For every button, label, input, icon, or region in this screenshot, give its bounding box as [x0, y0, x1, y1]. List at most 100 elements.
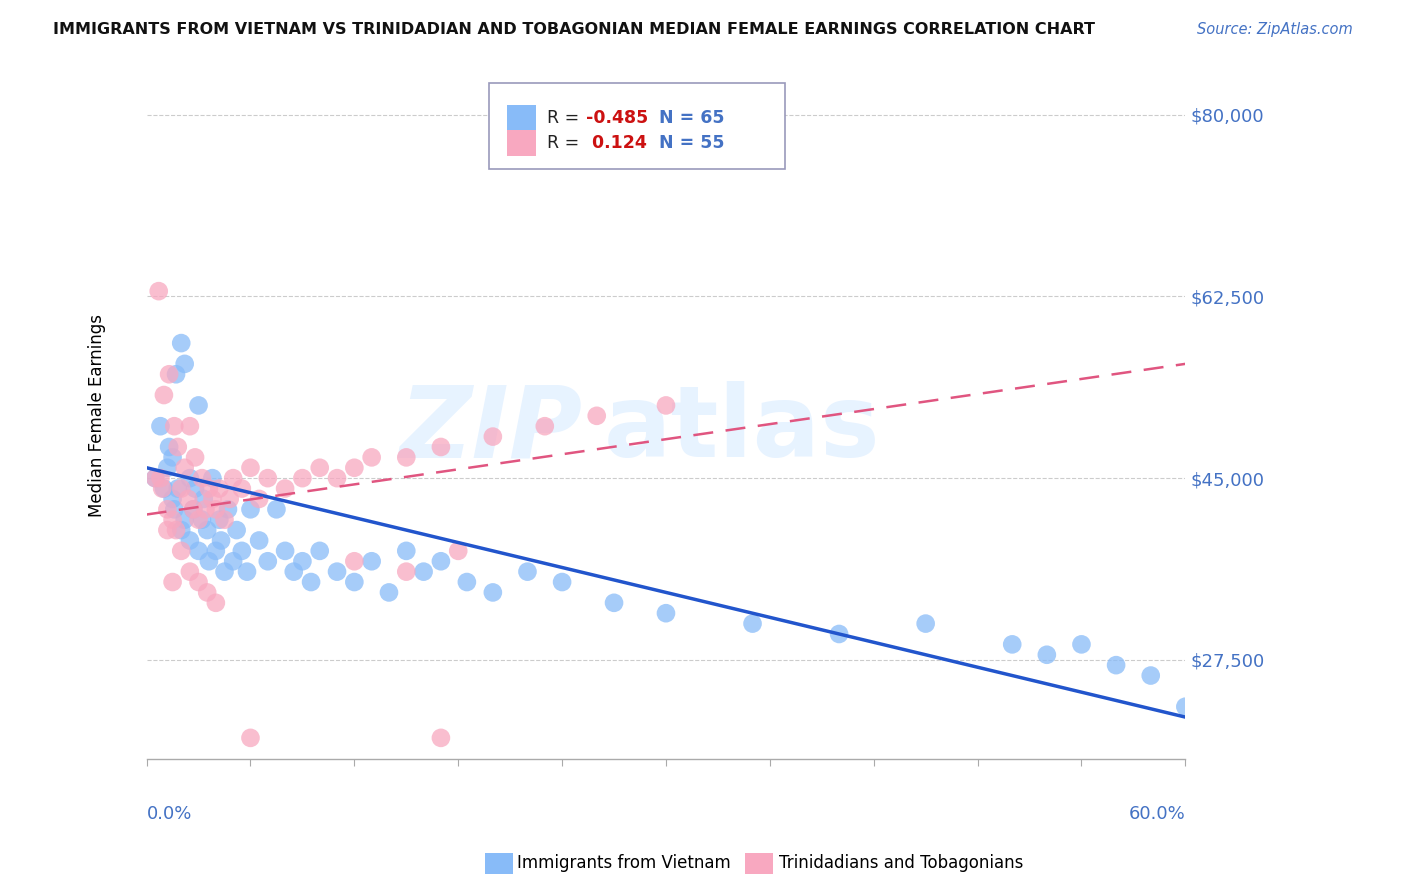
Point — [239, 731, 262, 745]
Point — [173, 357, 195, 371]
Point — [256, 554, 278, 568]
Point — [430, 440, 453, 454]
Point — [208, 482, 231, 496]
Point — [163, 419, 186, 434]
Point — [162, 491, 184, 506]
Point — [828, 627, 851, 641]
Point — [231, 544, 253, 558]
Point — [343, 575, 366, 590]
Point — [214, 565, 236, 579]
Point — [343, 554, 366, 568]
Point — [187, 544, 209, 558]
Point — [162, 575, 184, 590]
Point — [914, 616, 936, 631]
Point — [217, 502, 239, 516]
Point — [191, 513, 214, 527]
Point — [326, 471, 349, 485]
Point — [165, 523, 187, 537]
Point — [1174, 699, 1197, 714]
Point — [231, 482, 253, 496]
Point — [162, 450, 184, 465]
Point — [214, 513, 236, 527]
Text: -0.485: -0.485 — [586, 109, 648, 128]
Text: Source: ZipAtlas.com: Source: ZipAtlas.com — [1197, 22, 1353, 37]
Point — [1139, 668, 1161, 682]
Text: 60.0%: 60.0% — [1129, 805, 1185, 823]
Point — [205, 502, 228, 516]
Point — [533, 419, 555, 434]
Point — [177, 491, 200, 506]
Point — [183, 502, 205, 516]
Point — [149, 419, 172, 434]
Point — [187, 575, 209, 590]
Point — [153, 388, 176, 402]
Point — [266, 502, 288, 516]
Point — [170, 523, 193, 537]
Point — [184, 450, 207, 465]
Point — [222, 554, 245, 568]
Point — [482, 585, 505, 599]
Point — [191, 471, 214, 485]
Point — [143, 471, 166, 485]
Point — [283, 565, 305, 579]
Point — [551, 575, 574, 590]
Point — [170, 544, 193, 558]
Point — [170, 336, 193, 351]
Point — [447, 544, 470, 558]
Point — [205, 544, 228, 558]
Point — [179, 533, 201, 548]
Point — [395, 565, 418, 579]
Point — [1001, 637, 1024, 651]
Point — [291, 471, 314, 485]
Point — [166, 440, 188, 454]
Point — [222, 471, 245, 485]
Point — [183, 502, 205, 516]
Point — [193, 491, 215, 506]
Point — [308, 544, 330, 558]
Point — [205, 596, 228, 610]
Point — [378, 585, 401, 599]
Point — [150, 482, 173, 496]
Point — [163, 502, 186, 516]
Point — [1036, 648, 1059, 662]
Text: Median Female Earnings: Median Female Earnings — [87, 314, 105, 517]
Point — [198, 482, 221, 496]
Point — [165, 368, 187, 382]
Text: R =: R = — [547, 109, 585, 128]
Point — [170, 482, 193, 496]
Point — [655, 606, 678, 620]
Point — [201, 491, 224, 506]
Point — [256, 471, 278, 485]
Text: atlas: atlas — [603, 381, 880, 478]
Point — [412, 565, 434, 579]
Point — [208, 513, 231, 527]
Point — [179, 419, 201, 434]
Text: N = 65: N = 65 — [658, 109, 724, 128]
Point — [187, 399, 209, 413]
Point — [603, 596, 626, 610]
Point — [274, 482, 297, 496]
Point — [430, 554, 453, 568]
Point — [247, 533, 270, 548]
Point — [173, 513, 195, 527]
Point — [153, 482, 176, 496]
Point — [149, 471, 172, 485]
Point — [198, 554, 221, 568]
Point — [194, 502, 217, 516]
Bar — [508, 105, 536, 131]
Text: Immigrants from Vietnam: Immigrants from Vietnam — [517, 855, 731, 872]
Point — [225, 523, 247, 537]
Point — [143, 471, 166, 485]
Point — [156, 523, 179, 537]
Point — [585, 409, 607, 423]
Point — [156, 460, 179, 475]
Point — [179, 565, 201, 579]
Point — [456, 575, 478, 590]
Point — [157, 440, 180, 454]
Point — [236, 565, 259, 579]
Point — [274, 544, 297, 558]
Point — [395, 544, 418, 558]
Point — [166, 482, 188, 496]
Point — [173, 460, 195, 475]
Point — [1070, 637, 1092, 651]
